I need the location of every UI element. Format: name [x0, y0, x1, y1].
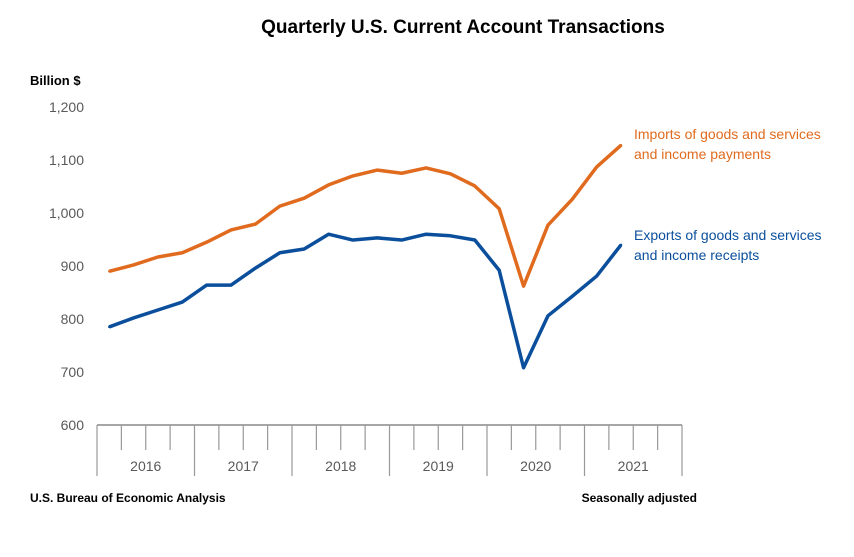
exports-point [254, 266, 257, 270]
imports-point [595, 165, 598, 169]
chart-title: Quarterly U.S. Current Account Transacti… [261, 17, 665, 38]
exports-line [108, 232, 623, 370]
imports-point [497, 207, 501, 210]
imports-point [522, 284, 525, 288]
exports-point [278, 251, 282, 254]
y-tick-label: 900 [61, 258, 85, 274]
imports-point [181, 251, 184, 254]
exports-point [522, 366, 525, 369]
imports-point [156, 255, 160, 259]
imports-point [327, 183, 330, 187]
imports-point [278, 204, 282, 208]
y-tick-label: 1,100 [49, 152, 84, 168]
exports-point [181, 300, 184, 304]
exports-point [619, 243, 623, 246]
x-year-label: 2017 [228, 458, 259, 474]
imports-point [546, 223, 550, 227]
imports-label-line1: Imports of goods and services [634, 126, 821, 142]
x-year-label: 2018 [325, 458, 356, 474]
x-year-label: 2019 [423, 458, 454, 474]
imports-point [400, 172, 403, 175]
imports-point [351, 174, 355, 178]
x-year-label: 2016 [130, 458, 161, 474]
x-year-label: 2021 [618, 458, 649, 474]
exports-point [473, 238, 477, 242]
source-note: U.S. Bureau of Economic Analysis [30, 491, 226, 505]
exports-label-line2: and income receipts [634, 247, 759, 263]
imports-point [571, 198, 574, 201]
exports-label-line1: Exports of goods and services [634, 227, 822, 243]
exports-point [571, 295, 574, 298]
imports-point [619, 143, 623, 147]
exports-point [400, 238, 403, 242]
imports-point [473, 184, 477, 188]
exports-point [107, 325, 111, 329]
exports-point [595, 274, 598, 278]
y-tick-label: 600 [61, 417, 85, 433]
imports-point [424, 166, 428, 170]
y-axis-label: Billion $ [30, 73, 81, 88]
exports-point [424, 233, 428, 236]
exports-point [546, 314, 550, 318]
exports-point [376, 236, 379, 240]
exports-point [132, 316, 135, 320]
exports-point [351, 238, 355, 242]
imports-point [229, 228, 233, 232]
imports-line [108, 143, 623, 288]
exports-point [156, 308, 160, 312]
y-tick-label: 1,200 [49, 99, 84, 115]
imports-label-line2: and income payments [634, 146, 771, 162]
imports-point [376, 168, 379, 172]
y-tick-label: 800 [61, 311, 85, 327]
y-tick-label: 700 [61, 364, 85, 380]
imports-point [107, 270, 111, 273]
imports-point [205, 240, 208, 244]
exports-point [449, 234, 452, 237]
exports-point [497, 269, 501, 272]
imports-point [449, 172, 452, 175]
imports-point [254, 222, 257, 226]
exports-point [205, 283, 208, 287]
exports-point [327, 233, 330, 236]
imports-point [132, 263, 135, 267]
y-tick-label: 1,000 [49, 205, 84, 221]
seasonal-note: Seasonally adjusted [582, 491, 697, 505]
x-year-label: 2020 [520, 458, 551, 474]
exports-point [229, 283, 233, 287]
imports-point [302, 196, 306, 200]
exports-point [302, 247, 306, 251]
